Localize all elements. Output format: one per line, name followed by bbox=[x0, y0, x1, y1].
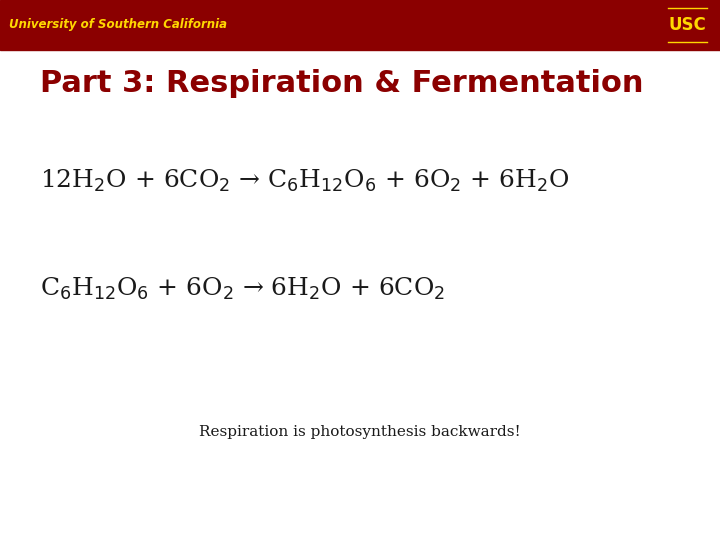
Text: C$_6$H$_{12}$O$_6$ + 6O$_2$ → 6H$_2$O + 6CO$_2$: C$_6$H$_{12}$O$_6$ + 6O$_2$ → 6H$_2$O + … bbox=[40, 276, 445, 302]
Text: USC: USC bbox=[669, 16, 706, 34]
Text: Part 3: Respiration & Fermentation: Part 3: Respiration & Fermentation bbox=[40, 69, 643, 98]
Text: 12H$_2$O + 6CO$_2$ → C$_6$H$_{12}$O$_6$ + 6O$_2$ + 6H$_2$O: 12H$_2$O + 6CO$_2$ → C$_6$H$_{12}$O$_6$ … bbox=[40, 168, 569, 194]
Text: Respiration is photosynthesis backwards!: Respiration is photosynthesis backwards! bbox=[199, 425, 521, 439]
Text: University of Southern California: University of Southern California bbox=[9, 18, 227, 31]
Bar bbox=[0, 0, 720, 50]
